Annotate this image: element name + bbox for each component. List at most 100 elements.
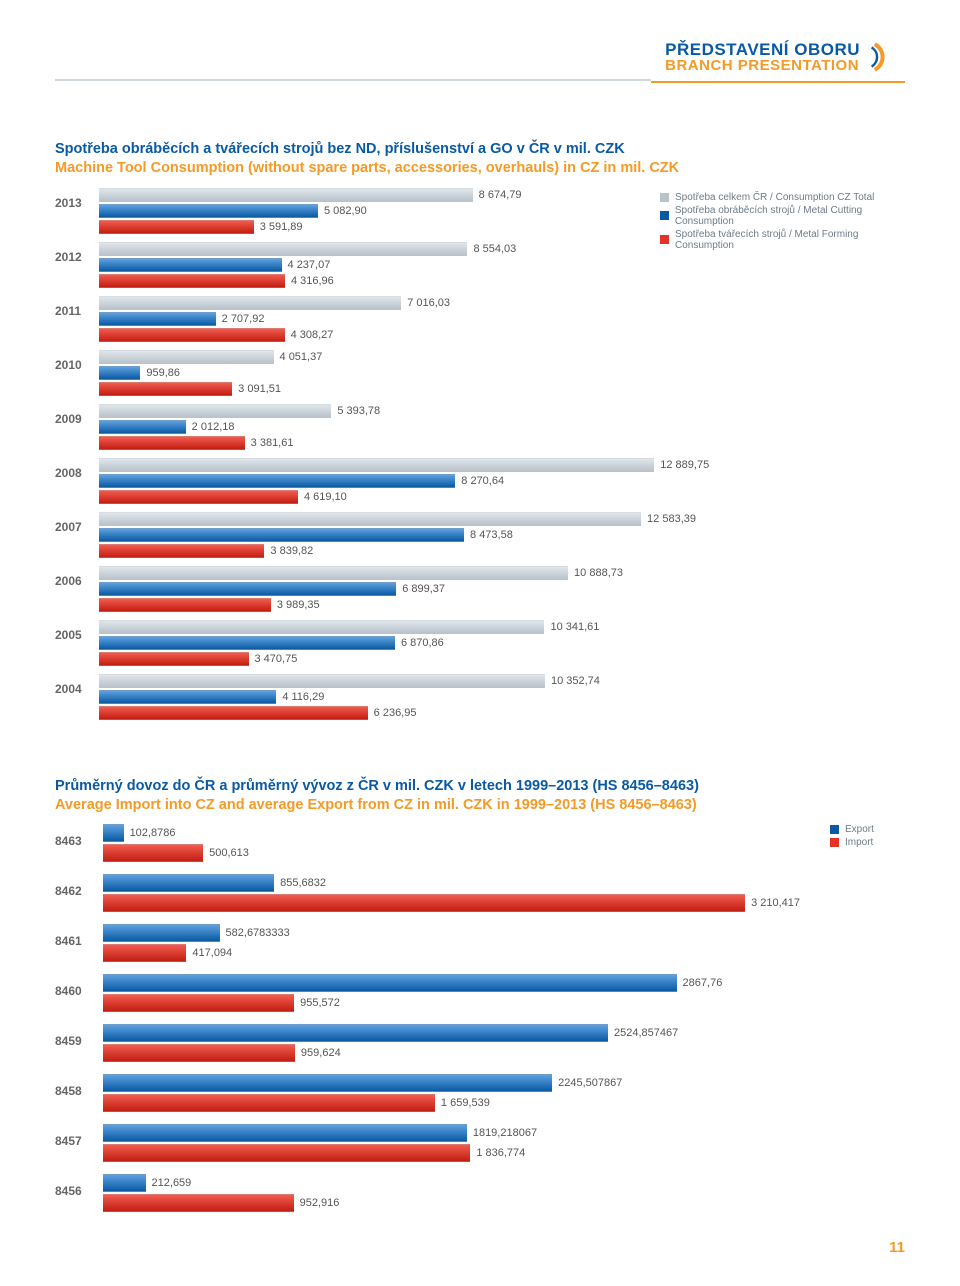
- consumption-chart: 20138 674,795 082,903 591,8920128 554,03…: [55, 188, 655, 722]
- bar-ex: 1819,218067: [103, 1124, 467, 1142]
- bar-set: 2524,857467 959,624: [103, 1024, 775, 1064]
- bar-value: 3 989,35: [277, 599, 320, 611]
- bar-im: 955,572: [103, 994, 294, 1012]
- bar-ex: 582,6783333: [103, 924, 220, 942]
- bar-total: 10 888,73: [99, 566, 568, 580]
- bar-set: 212,659952,916: [103, 1174, 775, 1214]
- year-label: 2013: [55, 188, 99, 210]
- bar-ex: 855,6832: [103, 874, 274, 892]
- bar-set: 5 393,782 012,183 381,61: [99, 404, 655, 452]
- chart1-title: Spotřeba obráběcích a tvářecích strojů b…: [55, 140, 905, 178]
- bar-cut: 2 707,92: [99, 312, 216, 326]
- bar-value: 5 082,90: [324, 205, 367, 217]
- bar-value: 959,86: [146, 367, 180, 379]
- hs-code-label: 8457: [55, 1124, 103, 1148]
- bar-total: 7 016,03: [99, 296, 401, 310]
- year-label: 2009: [55, 404, 99, 426]
- chart1-year-group: 20128 554,034 237,074 316,96: [55, 242, 655, 290]
- bar-ex: 2867,76: [103, 974, 677, 992]
- bar-set: 1819,218067 1 836,774: [103, 1124, 775, 1164]
- chart1-legend: Spotřeba celkem ČR / Consumption CZ Tota…: [660, 192, 920, 251]
- legend-item: Spotřeba tvářecích strojů / Metal Formin…: [660, 229, 920, 251]
- bar-value: 2524,857467: [614, 1027, 678, 1039]
- bar-total: 4 051,37: [99, 350, 274, 364]
- bar-value: 2867,76: [683, 977, 723, 989]
- bar-form: 6 236,95: [99, 706, 368, 720]
- chart2-title: Průměrný dovoz do ČR a průměrný vývoz z …: [55, 777, 905, 815]
- bar-im: 959,624: [103, 1044, 295, 1062]
- bar-value: 10 341,61: [550, 621, 599, 633]
- bar-value: 955,572: [300, 997, 340, 1009]
- bar-set: 8 674,79 5 082,90 3 591,89: [99, 188, 655, 236]
- bar-value: 8 270,64: [461, 475, 504, 487]
- bar-value: 4 237,07: [288, 259, 331, 271]
- chart2-title-en: Average Import into CZ and average Expor…: [55, 796, 905, 815]
- bar-cut: 5 082,90: [99, 204, 318, 218]
- bar-cut: 2 012,18: [99, 420, 186, 434]
- legend-item: Import: [830, 837, 920, 848]
- hs-code-label: 8463: [55, 824, 103, 848]
- legend-label: Export: [845, 824, 874, 835]
- import-export-chart: 8463 102,8786 500,6138462855,68323 210,417…: [55, 824, 775, 1214]
- hs-code-label: 8458: [55, 1074, 103, 1098]
- bar-value: 212,659: [152, 1177, 192, 1189]
- hs-code-label: 8461: [55, 924, 103, 948]
- chart1-year-group: 200610 888,736 899,373 989,35: [55, 566, 655, 614]
- bar-set: 855,68323 210,417: [103, 874, 775, 914]
- chart1-year-group: 200812 889,758 270,644 619,10: [55, 458, 655, 506]
- hs-code-label: 8459: [55, 1024, 103, 1048]
- chart2-row: 8461582,6783333417,094: [55, 924, 775, 964]
- chart1-year-group: 20138 674,79 5 082,90 3 591,89: [55, 188, 655, 236]
- year-label: 2004: [55, 674, 99, 696]
- bar-value: 959,624: [301, 1047, 341, 1059]
- page-number: 11: [55, 1239, 905, 1256]
- chart1-title-en: Machine Tool Consumption (without spare …: [55, 159, 905, 178]
- legend-label: Spotřeba obráběcích strojů / Metal Cutti…: [675, 205, 920, 227]
- bar-form: 3 381,61: [99, 436, 245, 450]
- bar-total: 8 674,79: [99, 188, 473, 202]
- hs-code-label: 8462: [55, 874, 103, 898]
- bar-value: 4 051,37: [280, 351, 323, 363]
- bar-value: 1 836,774: [476, 1147, 525, 1159]
- chart1-year-group: 200410 352,74 4 116,29 6 236,95: [55, 674, 655, 722]
- legend-item: Export: [830, 824, 920, 835]
- year-label: 2005: [55, 620, 99, 642]
- bar-form: 3 591,89: [99, 220, 254, 234]
- bar-set: 2867,76 955,572: [103, 974, 775, 1014]
- bar-set: 10 341,616 870,863 470,75: [99, 620, 655, 668]
- bar-set: 10 352,74 4 116,29 6 236,95: [99, 674, 655, 722]
- bar-cut: 4 116,29: [99, 690, 276, 704]
- chart1-year-group: 20104 051,37959,863 091,51: [55, 350, 655, 398]
- bar-value: 3 381,61: [251, 437, 294, 449]
- bar-cut: 4 237,07: [99, 258, 282, 272]
- bar-set: 12 889,758 270,644 619,10: [99, 458, 655, 506]
- bar-value: 10 888,73: [574, 567, 623, 579]
- bar-value: 6 899,37: [402, 583, 445, 595]
- legend-swatch: [660, 193, 669, 202]
- bar-value: 4 308,27: [291, 329, 334, 341]
- bar-value: 2245,507867: [558, 1077, 622, 1089]
- chart2-title-cz: Průměrný dovoz do ČR a průměrný vývoz z …: [55, 777, 905, 796]
- chart2-row: 8456212,659952,916: [55, 1174, 775, 1214]
- bar-im: 1 659,539: [103, 1094, 435, 1112]
- bar-value: 8 473,58: [470, 529, 513, 541]
- bar-value: 102,8786: [130, 827, 176, 839]
- bar-im: 500,613: [103, 844, 203, 862]
- page-header: PŘEDSTAVENÍ OBORU BRANCH PRESENTATION: [55, 35, 905, 85]
- year-label: 2006: [55, 566, 99, 588]
- bar-value: 12 583,39: [647, 513, 696, 525]
- bar-total: 10 352,74: [99, 674, 545, 688]
- bar-set: 10 888,73 6 899,37 3 989,35: [99, 566, 655, 614]
- header-line2: BRANCH PRESENTATION: [665, 58, 860, 75]
- bar-value: 8 554,03: [473, 243, 516, 255]
- chart1-year-group: 200712 583,398 473,583 839,82: [55, 512, 655, 560]
- year-label: 2010: [55, 350, 99, 372]
- chart2-row: 84602867,76955,572: [55, 974, 775, 1014]
- chart1-year-group: 20117 016,032 707,924 308,27: [55, 296, 655, 344]
- legend-label: Spotřeba tvářecích strojů / Metal Formin…: [675, 229, 920, 251]
- bar-value: 855,6832: [280, 877, 326, 889]
- bar-value: 6 870,86: [401, 637, 444, 649]
- hs-code-label: 8456: [55, 1174, 103, 1198]
- bar-value: 1 659,539: [441, 1097, 490, 1109]
- legend-swatch: [660, 211, 669, 220]
